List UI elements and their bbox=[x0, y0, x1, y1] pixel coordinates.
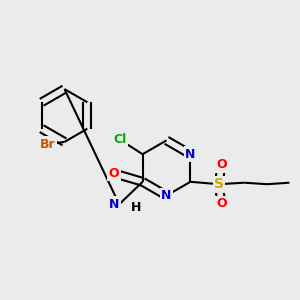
Text: O: O bbox=[109, 167, 119, 180]
Text: O: O bbox=[216, 158, 226, 171]
Text: N: N bbox=[109, 198, 119, 211]
Text: N: N bbox=[161, 189, 172, 202]
Text: O: O bbox=[216, 197, 226, 210]
Text: H: H bbox=[130, 201, 141, 214]
Text: N: N bbox=[185, 148, 196, 161]
Text: Cl: Cl bbox=[113, 133, 127, 146]
Text: S: S bbox=[214, 177, 224, 191]
Text: Br: Br bbox=[40, 138, 56, 151]
